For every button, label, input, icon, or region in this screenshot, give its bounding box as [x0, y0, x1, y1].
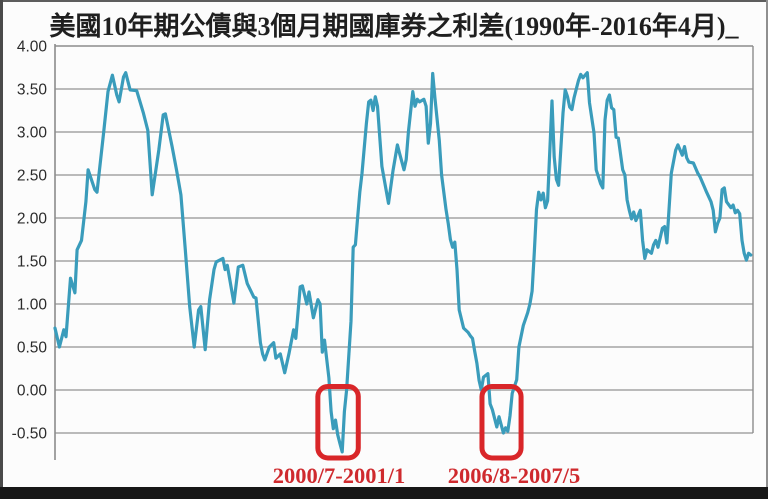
chart-title: 美國10年期公債與3個月期國庫券之利差(1990年-2016年4月)_ [49, 12, 739, 41]
y-axis-tick-label: 3.50 [17, 82, 48, 99]
frame-border-left [0, 0, 3, 499]
y-axis-tick-label: 0.00 [17, 383, 48, 400]
y-axis-tick-label: 1.50 [17, 254, 48, 271]
highlight-box [315, 384, 361, 461]
highlight-box [479, 384, 524, 461]
frame-border-right [766, 0, 768, 499]
annotation-label: 2000/7-2001/1 [273, 463, 406, 488]
y-axis-tick-label: 2.00 [17, 211, 48, 228]
annotation-label: 2006/8-2007/5 [448, 463, 581, 488]
y-axis-tick-label: 3.00 [17, 125, 48, 142]
bottom-bar [0, 487, 768, 499]
spread-line [53, 71, 753, 454]
y-axis-tick-label: 0.50 [17, 340, 48, 357]
y-axis-tick-label: 2.50 [17, 168, 48, 185]
y-axis-tick-label: 1.00 [17, 297, 48, 314]
frame-border-top [0, 0, 768, 2]
y-axis-tick-label: 4.00 [17, 39, 48, 56]
y-axis-tick-label: -0.50 [12, 426, 48, 443]
